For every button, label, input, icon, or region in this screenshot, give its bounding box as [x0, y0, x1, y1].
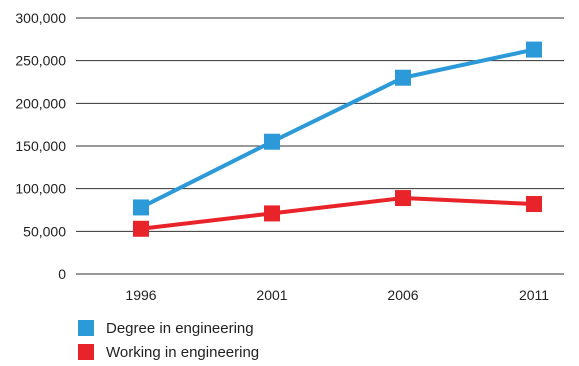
series-line: [140, 196, 535, 231]
legend-label-degree: Degree in engineering: [106, 319, 254, 337]
y-tick-label: 50,000: [23, 223, 66, 239]
legend: Degree in engineering Working in enginee…: [78, 318, 259, 366]
y-tick-label: 100,000: [15, 181, 66, 197]
series-layer: [133, 41, 542, 237]
x-tick-label: 1996: [125, 287, 156, 303]
y-tick-label: 150,000: [15, 138, 66, 154]
x-axis-tick-labels: 1996 2001 2006 2011: [125, 287, 549, 303]
data-point-marker: [395, 69, 411, 86]
legend-item-working: Working in engineering: [78, 342, 259, 362]
y-tick-label: 0: [58, 266, 66, 282]
data-point-marker: [526, 41, 542, 58]
data-point-marker: [133, 199, 149, 216]
gridlines: [76, 17, 564, 275]
data-point-marker: [526, 196, 542, 213]
data-point-marker: [264, 205, 280, 222]
y-tick-label: 300,000: [15, 10, 66, 26]
legend-swatch-degree: [78, 320, 94, 336]
y-axis-tick-labels: 0 50,000 100,000 150,000 200,000 250,000 300,0…: [15, 10, 66, 282]
legend-label-working: Working in engineering: [106, 343, 260, 361]
data-point-marker: [395, 190, 411, 207]
data-point-marker: [133, 220, 149, 237]
y-tick-label: 250,000: [15, 53, 66, 69]
x-tick-label: 2011: [519, 287, 549, 303]
series-line: [140, 47, 535, 210]
legend-item-degree: Degree in engineering: [78, 318, 259, 338]
y-tick-label: 200,000: [15, 95, 66, 111]
legend-swatch-working: [78, 344, 94, 360]
x-tick-label: 2001: [256, 287, 287, 303]
x-tick-label: 2006: [387, 287, 418, 303]
line-chart: 0 50,000 100,000 150,000 200,000 250,000 300,0…: [15, 10, 564, 303]
data-point-marker: [264, 133, 280, 150]
